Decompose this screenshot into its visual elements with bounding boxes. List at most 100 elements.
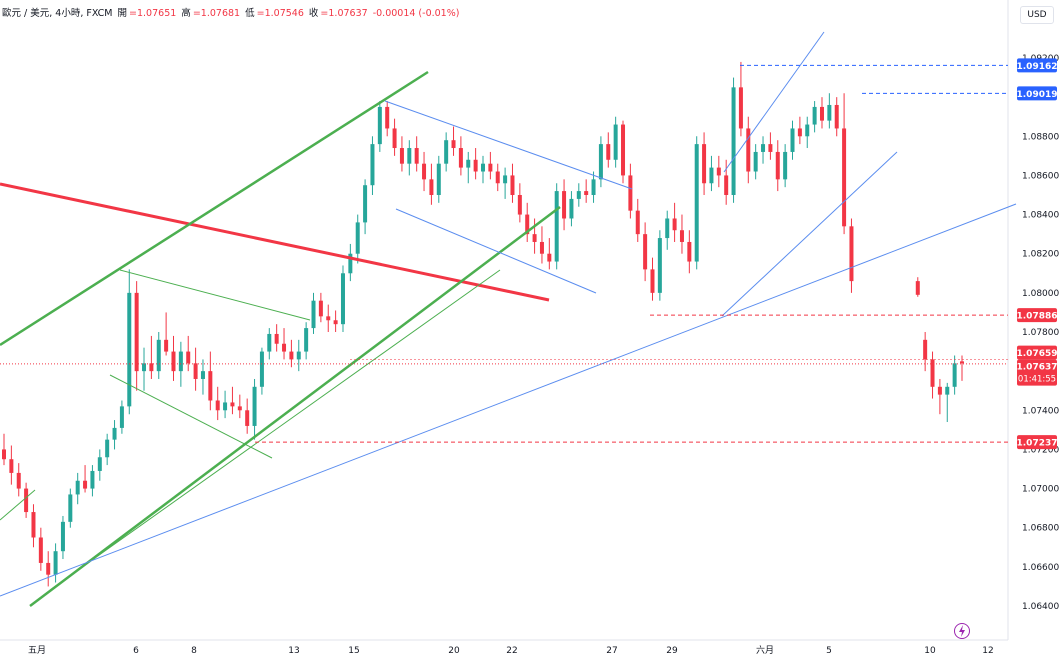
candle-body[interactable] [215,400,220,411]
candle-body[interactable] [363,185,368,223]
candle-body[interactable] [75,480,80,495]
candle-body[interactable] [738,87,743,129]
candle-body[interactable] [923,339,928,360]
candle-body[interactable] [31,512,36,538]
candle-body[interactable] [444,140,449,164]
candle-body[interactable] [488,163,493,172]
blue-wedge-lower[interactable] [721,151,898,317]
candle-body[interactable] [576,191,581,199]
candle-body[interactable] [348,253,353,274]
candle-body[interactable] [466,159,471,168]
candle-body[interactable] [340,273,345,325]
candle-body[interactable] [687,241,692,262]
candle-body[interactable] [628,175,633,211]
candle-body[interactable] [105,439,110,458]
candle-body[interactable] [60,521,65,552]
candle-body[interactable] [621,124,626,176]
candle-body[interactable] [53,551,58,575]
candle-body[interactable] [208,371,213,401]
candle-body[interactable] [495,171,500,184]
candle-body[interactable] [112,427,117,440]
candle-body[interactable] [746,128,751,172]
candle-body[interactable] [753,151,758,172]
green-left-small[interactable] [0,489,36,521]
candle-body[interactable] [252,386,257,426]
candle-body[interactable] [503,175,508,184]
green-pennant-top[interactable] [119,269,311,321]
candle-body[interactable] [333,320,338,325]
candle-body[interactable] [274,333,279,344]
candle-body[interactable] [200,371,205,379]
candle-body[interactable] [127,292,132,407]
green-channel-upper[interactable] [0,70,429,347]
candle-body[interactable] [355,222,360,254]
candle-body[interactable] [296,351,301,360]
candle-body[interactable] [915,281,920,295]
candle-body[interactable] [142,363,147,372]
candle-body[interactable] [650,269,655,293]
candle-body[interactable] [842,128,847,227]
candle-body[interactable] [569,198,574,219]
candle-body[interactable] [665,218,670,239]
candle-body[interactable] [937,386,942,395]
candle-body[interactable] [805,124,810,137]
candle-body[interactable] [584,191,589,195]
candle-body[interactable] [643,234,648,270]
candle-body[interactable] [289,351,294,360]
candle-body[interactable] [525,214,530,235]
candle-body[interactable] [731,87,736,195]
candle-body[interactable] [318,300,323,317]
candle-body[interactable] [554,191,559,262]
candle-body[interactable] [68,494,73,522]
candle-body[interactable] [429,179,434,195]
candle-body[interactable] [385,106,390,129]
candle-body[interactable] [46,562,51,575]
blue-channel-lower[interactable] [395,208,597,294]
lightning-icon[interactable] [953,622,971,640]
candle-body[interactable] [945,386,950,395]
green-channel-lower[interactable] [29,206,561,607]
candle-body[interactable] [539,241,544,254]
candle-body[interactable] [119,406,124,428]
candle-body[interactable] [9,459,14,473]
candle-body[interactable] [178,351,183,372]
candle-body[interactable] [952,363,957,387]
blue-wedge-upper[interactable] [723,31,825,173]
candle-body[interactable] [451,140,456,149]
blue-channel-upper[interactable] [384,100,633,190]
candle-body[interactable] [761,144,766,152]
candle-body[interactable] [849,226,854,282]
candle-body[interactable] [164,339,169,352]
candle-body[interactable] [156,339,161,372]
candle-body[interactable] [24,488,29,513]
candle-body[interactable] [90,470,95,489]
candle-body[interactable] [834,104,839,129]
candle-body[interactable] [311,300,316,329]
candle-body[interactable] [562,191,567,219]
candle-body[interactable] [422,163,427,180]
candle-body[interactable] [702,144,707,184]
candle-body[interactable] [473,159,478,172]
candle-body[interactable] [510,175,515,195]
candle-body[interactable] [245,410,250,426]
candle-body[interactable] [230,402,235,407]
candle-body[interactable] [267,333,272,352]
candle-body[interactable] [436,163,441,195]
candle-body[interactable] [481,163,485,172]
candle-body[interactable] [783,151,788,180]
candle-body[interactable] [407,148,412,164]
candle-body[interactable] [223,402,228,411]
candle-body[interactable] [414,148,419,164]
candle-body[interactable] [171,351,176,372]
candle-body[interactable] [259,351,264,387]
candle-body[interactable] [635,210,640,235]
candle-body[interactable] [716,167,721,176]
candle-body[interactable] [16,472,21,489]
symbol-label[interactable]: 歐元 / 美元, 4小時, FXCM [2,8,113,19]
currency-button[interactable]: USD [1020,6,1054,24]
candle-body[interactable] [819,106,824,121]
candle-body[interactable] [392,128,397,149]
blue-long-trendline[interactable] [0,203,1017,597]
candle-body[interactable] [790,128,795,152]
